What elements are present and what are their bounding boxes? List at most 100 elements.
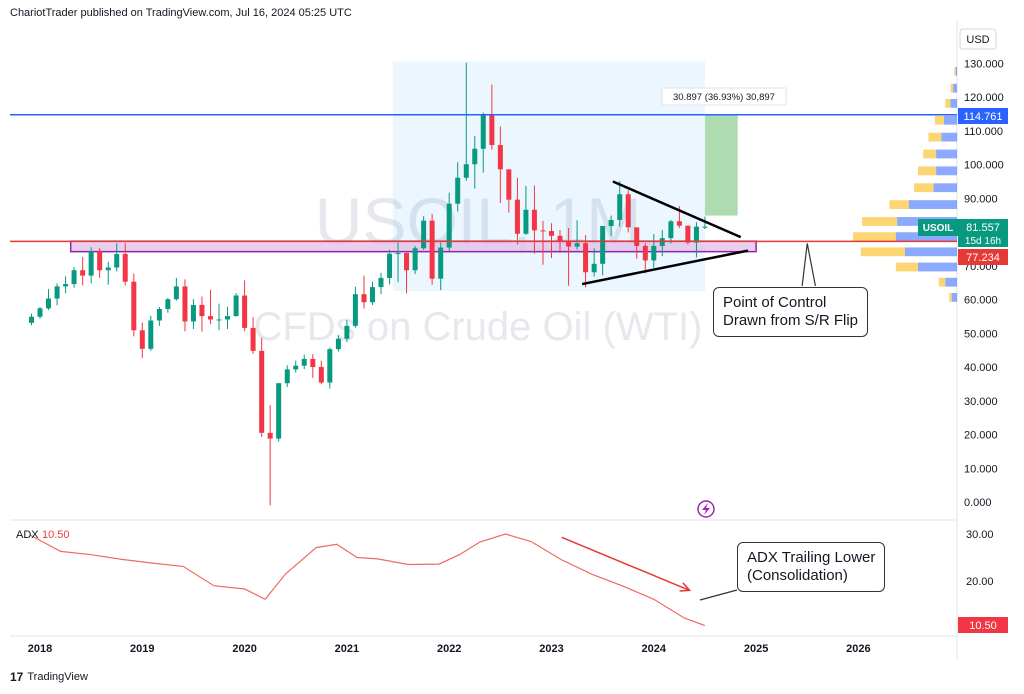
poc-note: Point of Control Drawn from S/R Flip xyxy=(713,287,869,337)
candle-body xyxy=(463,164,469,178)
candle-body xyxy=(412,248,418,271)
volume-profile-bar-up xyxy=(928,132,942,142)
candle-body xyxy=(531,209,537,231)
triangle-upper-line xyxy=(612,180,742,239)
candle-body xyxy=(293,365,299,370)
candle-body xyxy=(455,177,461,204)
publisher-header: ChariotTrader published on TradingView.c… xyxy=(10,7,352,19)
lightning-icon[interactable] xyxy=(697,500,715,518)
candle-body xyxy=(190,304,196,322)
time-tick-label: 2019 xyxy=(130,643,154,655)
candle-body xyxy=(259,350,265,433)
adx-note: ADX Trailing Lower (Consolidation) xyxy=(737,542,886,592)
poc-note-line1: Point of Control xyxy=(723,294,827,311)
candle-body xyxy=(216,319,222,321)
candle-body xyxy=(549,231,554,236)
symbol-badge-label: USOIL xyxy=(923,223,954,234)
candle-body xyxy=(369,287,375,303)
currency-box[interactable] xyxy=(959,28,997,50)
volume-profile-bar-down xyxy=(953,83,957,93)
current-price-label: 81.557 xyxy=(966,222,1000,234)
candle-body xyxy=(225,316,231,320)
candle-body xyxy=(122,254,128,282)
adx-value-badge-label: 10.50 xyxy=(969,620,997,632)
price-tick-label: 50.000 xyxy=(964,328,998,340)
volume-profile-bar-down xyxy=(941,132,957,142)
candle-body xyxy=(335,338,341,350)
candle-body xyxy=(438,247,444,279)
volume-profile-bar-down xyxy=(918,262,957,272)
candle-body xyxy=(429,220,435,279)
adx-line xyxy=(29,533,706,627)
volume-profile-bar-down xyxy=(950,98,957,108)
adx-tick-label: 20.00 xyxy=(966,576,994,588)
candle-body xyxy=(267,432,273,439)
time-tick-label: 2024 xyxy=(642,643,667,655)
candle-body xyxy=(557,235,563,242)
candle-body xyxy=(685,225,691,243)
candle-body xyxy=(352,294,358,326)
time-tick-label: 2020 xyxy=(232,643,256,655)
volume-profile-bar-down xyxy=(908,200,957,209)
volume-profile-bar-down xyxy=(905,247,957,257)
volume-profile-bar-up xyxy=(862,217,898,226)
resistance-price-badge xyxy=(958,108,1008,124)
candle-body xyxy=(608,219,614,227)
candle-body xyxy=(387,253,393,278)
volume-profile-bar-up xyxy=(914,183,934,193)
candle-body xyxy=(693,226,699,243)
candle-body xyxy=(600,226,606,264)
candle-body xyxy=(105,267,111,271)
candle-body xyxy=(63,284,69,287)
volume-profile-bar-up xyxy=(918,166,937,176)
support-price-badge xyxy=(958,249,1008,265)
candle-body xyxy=(301,358,307,366)
candle-body xyxy=(540,230,546,232)
adx-trend-arrowhead xyxy=(679,582,692,592)
candle-body xyxy=(702,226,708,228)
candle-body xyxy=(676,221,682,226)
candle-body xyxy=(318,367,324,383)
tradingview-brand[interactable]: ⁣17 TradingView xyxy=(10,670,88,684)
volume-profile-bar-up xyxy=(889,200,909,209)
candle-body xyxy=(284,369,290,384)
volume-profile-bar-down xyxy=(936,166,957,176)
candle-body xyxy=(208,316,214,320)
candle-body xyxy=(156,309,162,321)
candle-body xyxy=(497,145,503,170)
volume-profile-bar-up xyxy=(934,115,944,125)
candle-body xyxy=(199,304,205,317)
candle-body xyxy=(276,383,282,439)
currency-label: USD xyxy=(966,34,989,46)
tradingview-logo-icon: ⁣17 xyxy=(10,670,24,684)
resistance-price-label: 114.761 xyxy=(964,111,1003,123)
price-tick-label: 100.000 xyxy=(964,160,1004,172)
price-tick-label: 130.000 xyxy=(964,58,1004,70)
candle-body xyxy=(489,114,495,146)
candle-body xyxy=(88,251,94,276)
adx-note-line1: ADX Trailing Lower xyxy=(747,549,876,566)
candle-body xyxy=(634,227,640,246)
adx-trend-arrow xyxy=(561,536,690,592)
candle-body xyxy=(642,245,648,261)
volume-profile-bar-up xyxy=(945,98,951,108)
candle-body xyxy=(566,241,572,247)
volume-profile-bar-up xyxy=(853,232,896,242)
price-tick-label: 40.000 xyxy=(964,362,998,374)
candle-body xyxy=(472,148,478,165)
time-tick-label: 2021 xyxy=(335,643,359,655)
candle-body xyxy=(668,221,674,239)
candle-body xyxy=(71,270,77,285)
candle-body xyxy=(114,254,120,268)
volume-profile-bar-up xyxy=(895,262,918,272)
price-tick-label: 110.000 xyxy=(964,126,1003,138)
adx-note-line2: (Consolidation) xyxy=(747,567,848,584)
current-price-badge xyxy=(958,219,1008,247)
time-tick-label: 2018 xyxy=(28,643,52,655)
volume-profile-bar-down xyxy=(945,277,957,287)
candle-body xyxy=(131,281,137,331)
candle-body xyxy=(54,286,60,299)
adx-legend-label: ADX xyxy=(16,529,39,541)
candle-body xyxy=(139,330,145,349)
